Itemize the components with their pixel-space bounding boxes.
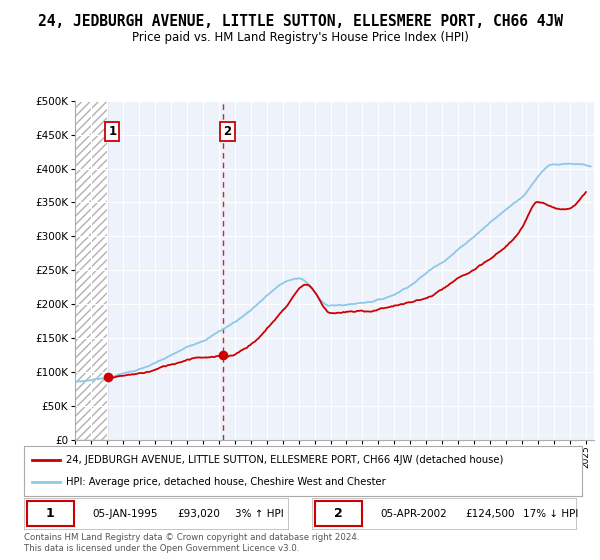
- Text: Price paid vs. HM Land Registry's House Price Index (HPI): Price paid vs. HM Land Registry's House …: [131, 31, 469, 44]
- Text: 05-JAN-1995: 05-JAN-1995: [92, 508, 158, 519]
- Text: 1: 1: [109, 125, 116, 138]
- Text: 3% ↑ HPI: 3% ↑ HPI: [235, 508, 284, 519]
- Text: £93,020: £93,020: [177, 508, 220, 519]
- Text: 05-APR-2002: 05-APR-2002: [380, 508, 448, 519]
- Text: 17% ↓ HPI: 17% ↓ HPI: [523, 508, 578, 519]
- FancyBboxPatch shape: [26, 501, 74, 526]
- Text: HPI: Average price, detached house, Cheshire West and Chester: HPI: Average price, detached house, Ches…: [66, 477, 386, 487]
- Text: Contains HM Land Registry data © Crown copyright and database right 2024.
This d: Contains HM Land Registry data © Crown c…: [24, 533, 359, 553]
- Text: £124,500: £124,500: [465, 508, 515, 519]
- Text: 1: 1: [46, 507, 55, 520]
- FancyBboxPatch shape: [314, 501, 362, 526]
- Text: 24, JEDBURGH AVENUE, LITTLE SUTTON, ELLESMERE PORT, CH66 4JW: 24, JEDBURGH AVENUE, LITTLE SUTTON, ELLE…: [37, 14, 563, 29]
- Text: 2: 2: [223, 125, 232, 138]
- Text: 2: 2: [334, 507, 343, 520]
- Text: 24, JEDBURGH AVENUE, LITTLE SUTTON, ELLESMERE PORT, CH66 4JW (detached house): 24, JEDBURGH AVENUE, LITTLE SUTTON, ELLE…: [66, 455, 503, 465]
